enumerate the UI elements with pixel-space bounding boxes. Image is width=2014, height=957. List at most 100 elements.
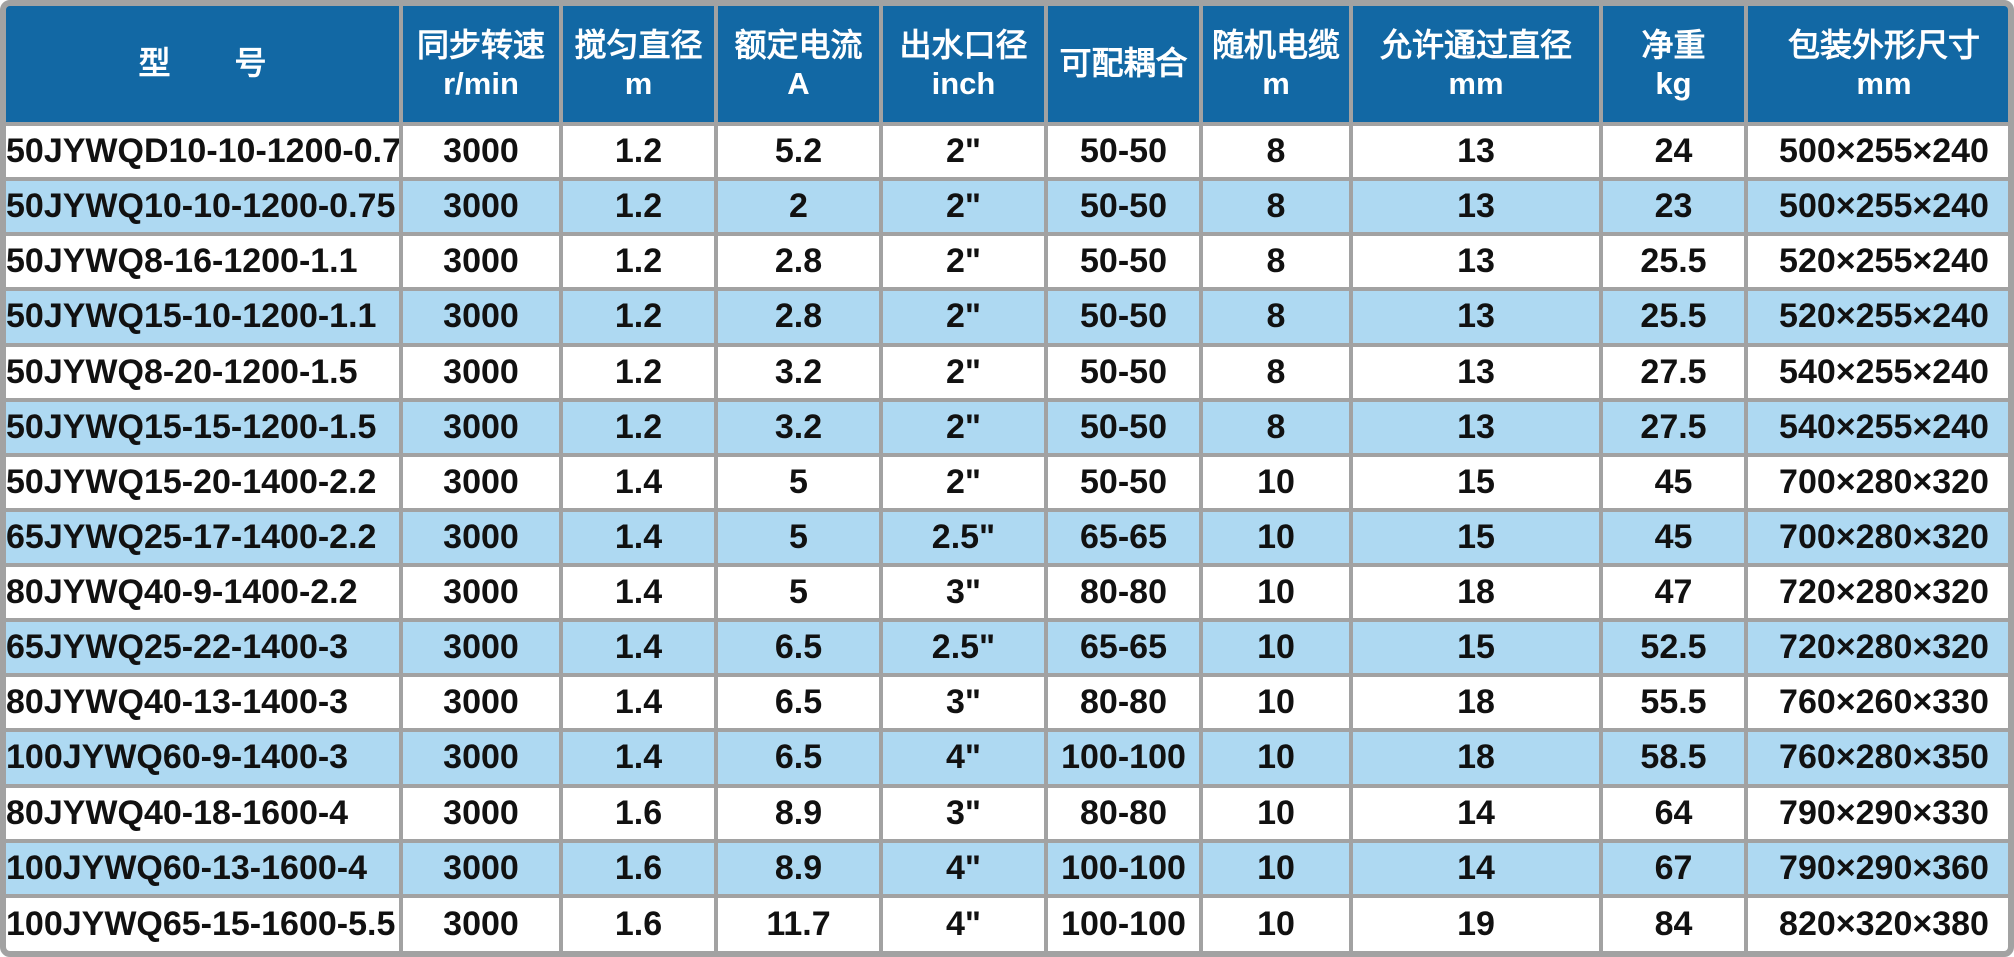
table-cell: 10 <box>1199 562 1353 623</box>
table-cell: 14 <box>1349 783 1603 843</box>
table-cell: 8.9 <box>714 838 883 898</box>
table-cell: 10 <box>1199 507 1353 568</box>
table-cell: 3000 <box>399 342 563 402</box>
table-header-row: 型 号同步转速 r/min 搅匀直径 m 额定电流 A 出水口径 inch 可配耦合 随机电缆 m 允… <box>6 6 2008 126</box>
table-cell: 2.8 <box>714 287 883 347</box>
header-unit: r/min <box>443 65 519 101</box>
table-cell: 15 <box>1349 452 1603 512</box>
table-cell: 25.5 <box>1599 287 1748 347</box>
table-cell: 80-80 <box>1044 673 1203 733</box>
header-cell: 型 号 <box>6 6 403 126</box>
model-cell: 80JYWQ40-9-1400-2.2 <box>6 562 403 623</box>
table-cell: 1.4 <box>559 562 718 623</box>
header-unit: m <box>1262 65 1290 101</box>
table-cell: 4" <box>879 838 1048 898</box>
header-label: 出水口径 <box>899 26 1028 63</box>
table-cell: 5 <box>714 507 883 568</box>
table-row: 100JYWQ65-15-1600-5.5 3000 1.6 11.7 4" 100-10… <box>6 893 2008 951</box>
table-cell: 100-100 <box>1044 838 1203 898</box>
table-cell: 1.6 <box>559 893 718 951</box>
table-cell: 64 <box>1599 783 1748 843</box>
model-cell: 50JYWQ15-10-1200-1.1 <box>6 287 403 347</box>
table-cell: 65-65 <box>1044 618 1203 678</box>
header-cell: 允许通过直径 mm <box>1349 6 1603 126</box>
table-cell: 8 <box>1199 287 1353 347</box>
table-cell: 2" <box>879 452 1048 512</box>
table-cell: 2" <box>879 287 1048 347</box>
table-cell: 3000 <box>399 397 563 457</box>
table-cell: 45 <box>1599 507 1748 568</box>
table-cell: 2" <box>879 232 1048 292</box>
table-cell: 720×280×320 <box>1744 618 2008 678</box>
table-cell: 2" <box>879 397 1048 457</box>
model-cell: 65JYWQ25-22-1400-3 <box>6 618 403 678</box>
table-cell: 100-100 <box>1044 728 1203 788</box>
table-cell: 10 <box>1199 783 1353 843</box>
table-row: 100JYWQ60-13-1600-4 3000 1.6 8.9 4" 100-100 10… <box>6 838 2008 898</box>
table-cell: 1.2 <box>559 287 718 347</box>
header-cell: 出水口径 inch <box>879 6 1048 126</box>
table-row: 80JYWQ40-13-1400-3 3000 1.4 6.5 3" 80-80 10 18 5… <box>6 673 2008 733</box>
table-cell: 10 <box>1199 838 1353 898</box>
table-cell: 3000 <box>399 838 563 898</box>
table-cell: 13 <box>1349 177 1603 237</box>
table-cell: 1.2 <box>559 177 718 237</box>
table-cell: 3000 <box>399 452 563 512</box>
table-cell: 13 <box>1349 342 1603 402</box>
table-cell: 3000 <box>399 893 563 951</box>
table-cell: 820×320×380 <box>1744 893 2008 951</box>
table-cell: 55.5 <box>1599 673 1748 733</box>
table-cell: 14 <box>1349 838 1603 898</box>
table-row: 65JYWQ25-22-1400-3 3000 1.4 6.5 2.5" 65-65 10 1… <box>6 618 2008 678</box>
table-cell: 84 <box>1599 893 1748 951</box>
table-cell: 50-50 <box>1044 342 1203 402</box>
table-body: 50JYWQD10-10-1200-0.75 3000 1.2 5.2 2" 50-50 8… <box>6 121 2008 951</box>
header-unit: mm <box>1448 65 1504 101</box>
header-cell: 净重 kg <box>1599 6 1748 126</box>
table-cell: 760×280×350 <box>1744 728 2008 788</box>
table-cell: 8 <box>1199 121 1353 182</box>
table-cell: 720×280×320 <box>1744 562 2008 623</box>
table-cell: 67 <box>1599 838 1748 898</box>
table-cell: 15 <box>1349 507 1603 568</box>
table-cell: 11.7 <box>714 893 883 951</box>
table-cell: 10 <box>1199 728 1353 788</box>
table-cell: 13 <box>1349 397 1603 457</box>
table-cell: 1.4 <box>559 673 718 733</box>
table-cell: 80-80 <box>1044 562 1203 623</box>
header-unit: kg <box>1655 65 1692 101</box>
table-cell: 1.6 <box>559 838 718 898</box>
header-cell: 包装外形尺寸 mm <box>1744 6 2008 126</box>
table-cell: 10 <box>1199 893 1353 951</box>
table-cell: 3000 <box>399 232 563 292</box>
table-cell: 5.2 <box>714 121 883 182</box>
table-cell: 520×255×240 <box>1744 232 2008 292</box>
table-row: 65JYWQ25-17-1400-2.2 3000 1.4 5 2.5" 65-65 10 1… <box>6 507 2008 568</box>
table-cell: 2" <box>879 177 1048 237</box>
model-cell: 80JYWQ40-13-1400-3 <box>6 673 403 733</box>
table-cell: 6.5 <box>714 673 883 733</box>
table-cell: 58.5 <box>1599 728 1748 788</box>
table-cell: 3.2 <box>714 397 883 457</box>
table-cell: 2 <box>714 177 883 237</box>
table-cell: 3000 <box>399 728 563 788</box>
model-cell: 50JYWQ8-20-1200-1.5 <box>6 342 403 402</box>
table-row: 100JYWQ60-9-1400-3 3000 1.4 6.5 4" 100-100 10 1… <box>6 728 2008 788</box>
table-cell: 50-50 <box>1044 232 1203 292</box>
table-cell: 500×255×240 <box>1744 121 2008 182</box>
table-cell: 18 <box>1349 673 1603 733</box>
table-cell: 6.5 <box>714 728 883 788</box>
table-cell: 8.9 <box>714 783 883 843</box>
table-cell: 19 <box>1349 893 1603 951</box>
header-cell: 同步转速 r/min <box>399 6 563 126</box>
table-cell: 45 <box>1599 452 1748 512</box>
table-cell: 24 <box>1599 121 1748 182</box>
model-cell: 50JYWQ10-10-1200-0.75 <box>6 177 403 237</box>
table-cell: 3000 <box>399 783 563 843</box>
table-cell: 10 <box>1199 452 1353 512</box>
table-row: 50JYWQ15-15-1200-1.5 3000 1.2 3.2 2" 50-50 8 13… <box>6 397 2008 457</box>
header-label: 额定电流 <box>734 26 863 63</box>
header-label: 包装外形尺寸 <box>1787 26 1980 63</box>
header-cell: 随机电缆 m <box>1199 6 1353 126</box>
table-cell: 2.5" <box>879 618 1048 678</box>
